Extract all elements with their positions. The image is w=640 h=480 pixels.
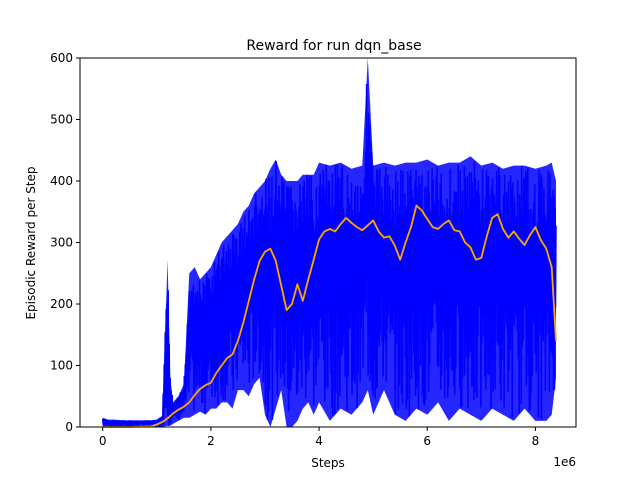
- x-tick-label: 8: [532, 434, 540, 448]
- y-tick-label: 100: [50, 359, 73, 373]
- y-tick-label: 300: [50, 236, 73, 250]
- y-axis-ticks: 0 100 200 300 400 500 600: [50, 51, 80, 434]
- y-tick-label: 400: [50, 174, 73, 188]
- smoothed-reward-series: [102, 204, 557, 428]
- y-axis-label: Episodic Reward per Step: [24, 166, 38, 319]
- raw-reward-series: [101, 58, 557, 427]
- raw-reward-line: [101, 83, 557, 427]
- smoothed-reward-line: [102, 204, 557, 428]
- x-tick-label: 6: [423, 434, 431, 448]
- x-tick-label: 0: [99, 434, 107, 448]
- x-axis-ticks: 0 2 4 6 8: [99, 427, 539, 448]
- y-tick-label: 500: [50, 113, 73, 127]
- plot-area: [101, 58, 557, 428]
- x-tick-label: 4: [315, 434, 323, 448]
- y-tick-label: 600: [50, 51, 73, 65]
- y-tick-label: 0: [65, 420, 73, 434]
- x-tick-label: 2: [207, 434, 215, 448]
- y-tick-label: 200: [50, 297, 73, 311]
- x-axis-label: Steps: [311, 456, 345, 470]
- chart-title: Reward for run dqn_base: [246, 38, 421, 54]
- x-axis-offset-label: 1e6: [553, 455, 576, 469]
